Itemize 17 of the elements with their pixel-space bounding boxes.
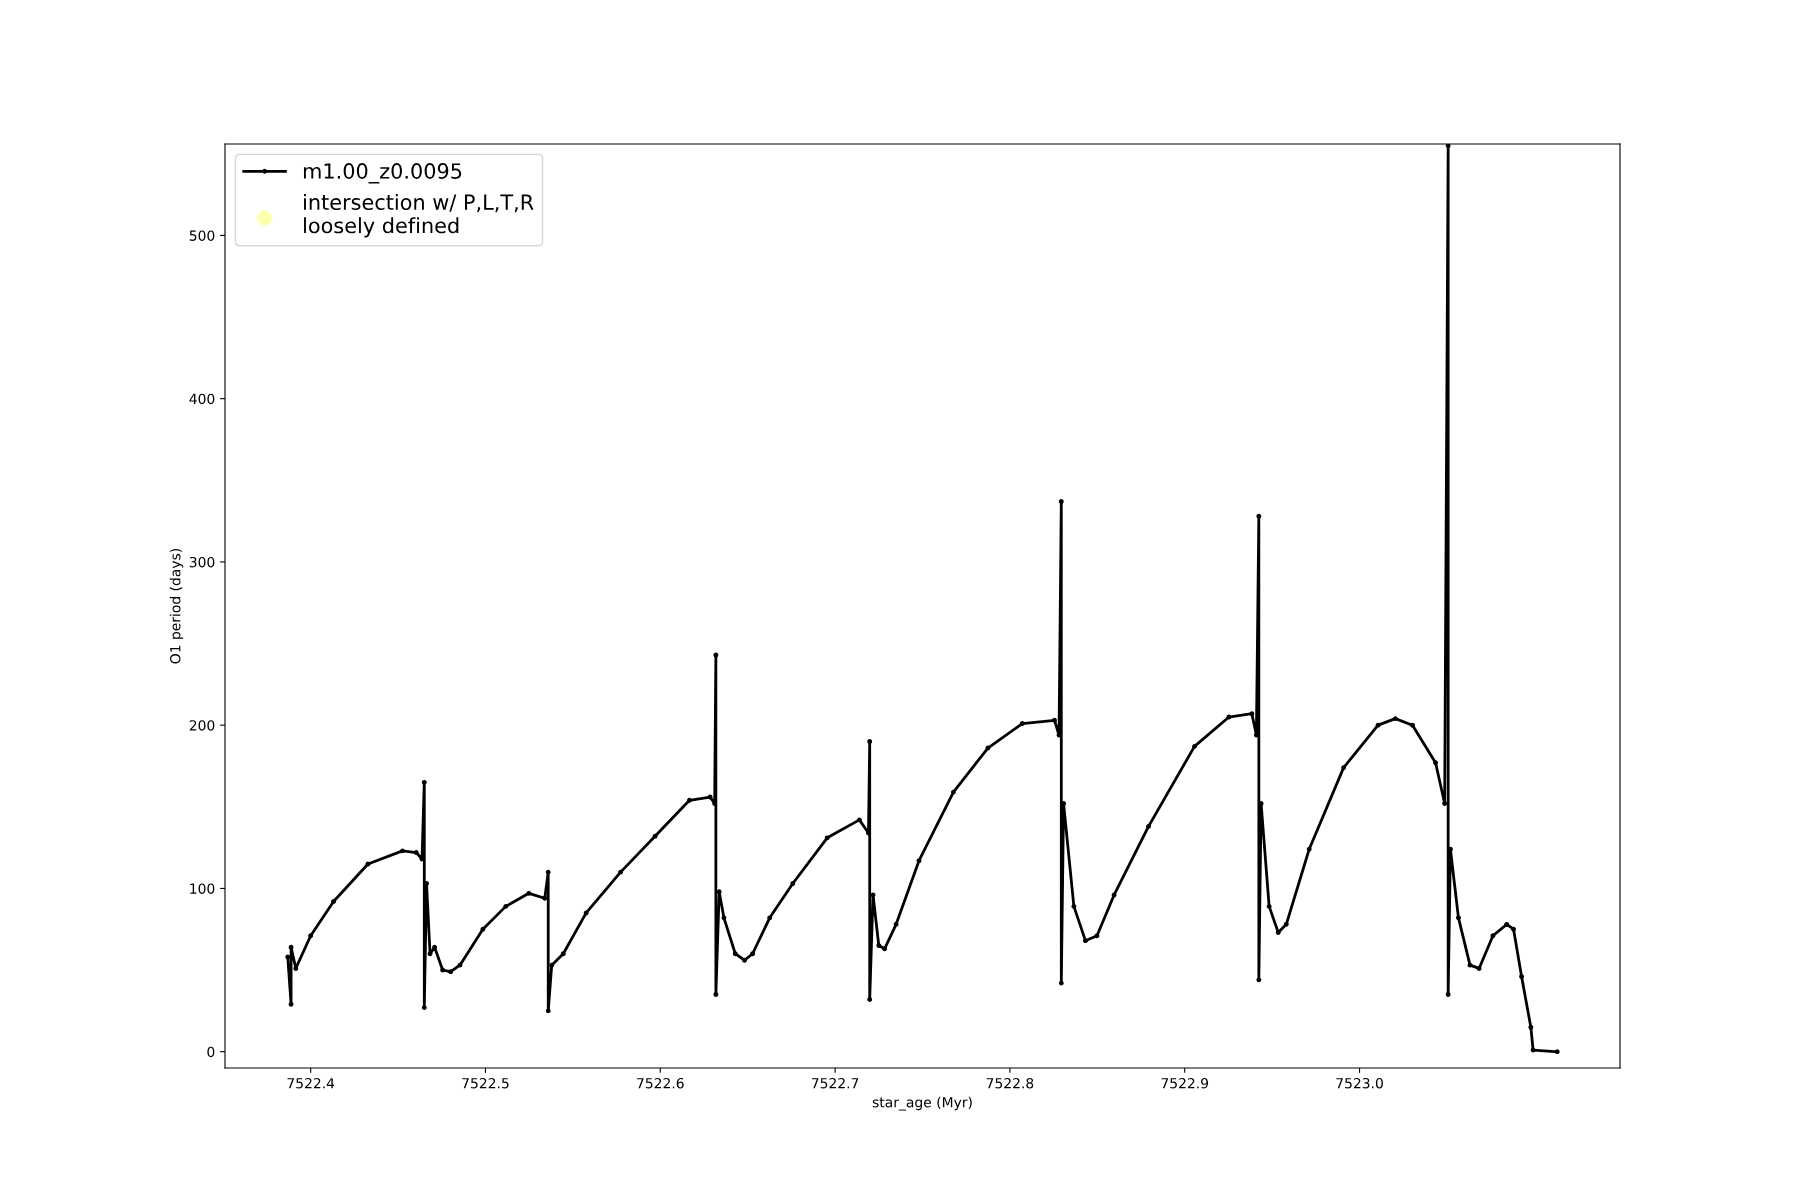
y-tick-label: 300 bbox=[189, 556, 215, 568]
y-tick-label: 200 bbox=[189, 720, 215, 731]
y-tick-label: 100 bbox=[190, 883, 215, 894]
x-tick-label: 7522.6 bbox=[637, 1077, 684, 1089]
x-tick-label: 7522.8 bbox=[986, 1077, 1034, 1089]
x-tick-label: 7522.5 bbox=[462, 1077, 509, 1089]
y-tick-label: 0 bbox=[207, 1046, 215, 1058]
x-tick-label: 7522.7 bbox=[811, 1077, 859, 1089]
x-axis-title: star_age (Myr) bbox=[872, 1096, 972, 1111]
y-axis-title: O1 period (days) bbox=[169, 548, 184, 664]
legend-label: m1.00_z0.0095 bbox=[303, 163, 462, 184]
y-tick-label: 500 bbox=[189, 230, 215, 241]
x-tick-label: 7522.4 bbox=[287, 1077, 335, 1089]
legend-label: intersection w/ P,L,T,R loosely defined bbox=[304, 193, 534, 238]
x-tick-label: 7522.9 bbox=[1161, 1077, 1209, 1089]
y-tick-label: 400 bbox=[189, 393, 215, 405]
x-tick-label: 7523.0 bbox=[1336, 1077, 1383, 1089]
